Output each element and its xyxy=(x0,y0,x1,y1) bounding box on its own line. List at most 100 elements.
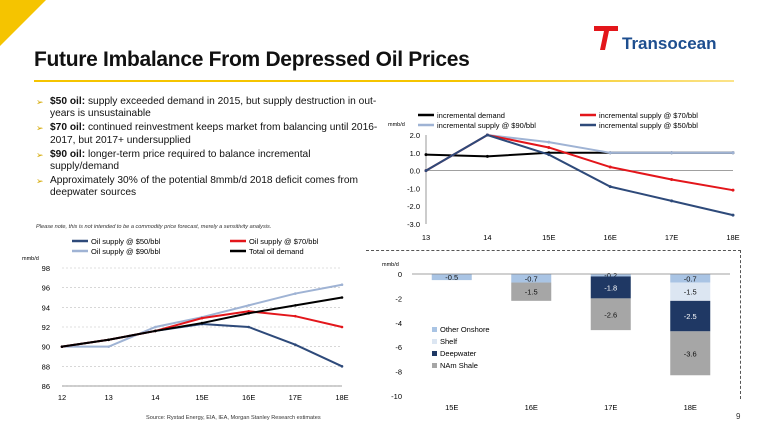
data-point xyxy=(608,185,612,189)
logo: Transocean xyxy=(592,22,742,56)
data-point xyxy=(340,283,344,287)
bullet-bold: $50 oil: xyxy=(50,96,86,107)
y-tick-label: 0 xyxy=(398,270,402,279)
legend-label: Oil supply @ $50/bbl xyxy=(91,237,161,246)
data-point xyxy=(107,338,110,342)
legend-swatch xyxy=(432,363,437,368)
data-point xyxy=(424,153,428,157)
data-point xyxy=(731,188,735,192)
x-tick-label: 14 xyxy=(483,233,491,242)
bullet-bold: $90 oil: xyxy=(50,148,86,160)
x-tick-label: 17E xyxy=(665,233,678,242)
legend-label: Oil supply @ $70/bbl xyxy=(249,237,319,246)
data-point xyxy=(608,165,612,169)
data-point xyxy=(424,169,428,173)
y-tick-label: 94 xyxy=(42,303,50,312)
page-number: 9 xyxy=(736,412,741,421)
data-label: -1.8 xyxy=(604,283,617,292)
x-tick-label: 13 xyxy=(104,393,112,402)
bar-segment xyxy=(590,276,631,299)
deficit-bar-chart: mmb/d 0 -2 -4 -6 -8 -10 15E -0.5 16E -0.7 -1.5 17E -0… xyxy=(382,262,730,412)
legend-label: Total oil demand xyxy=(249,247,304,256)
x-tick-label: 17E xyxy=(289,393,302,402)
data-point xyxy=(547,140,551,144)
arrow-bullet-icon: ➢ xyxy=(36,149,44,160)
y-tick-label: -6 xyxy=(395,343,402,352)
data-point xyxy=(154,329,157,333)
data-point xyxy=(547,145,551,149)
bar-segment xyxy=(590,298,631,331)
data-label: -1.5 xyxy=(525,288,538,297)
bar-segment xyxy=(670,331,711,376)
y-tick-label: -2.0 xyxy=(407,202,420,211)
data-label: -0.7 xyxy=(525,274,538,283)
data-point xyxy=(107,345,110,348)
corner-accent xyxy=(0,0,46,46)
data-point xyxy=(485,154,489,158)
data-point xyxy=(154,325,157,329)
series-line xyxy=(425,133,734,217)
bullet-item: ➢ Approximately 30% of the potential 8mmb… xyxy=(36,175,381,199)
bar-segment xyxy=(511,282,552,301)
data-point xyxy=(247,311,250,315)
data-label: -1.5 xyxy=(684,288,697,297)
data-point xyxy=(247,325,250,329)
legend-swatch xyxy=(432,351,437,356)
arrow-bullet-icon: ➢ xyxy=(36,123,44,134)
bar-segment xyxy=(431,274,472,281)
data-point xyxy=(294,343,297,346)
data-point xyxy=(670,178,674,181)
source-note: Source: Rystad Energy, EIA, IEA, Morgan … xyxy=(146,415,321,421)
bullet-list: ➢ $50 oil: supply exceeded demand in 2015… xyxy=(36,96,381,202)
data-point xyxy=(200,321,204,325)
data-point xyxy=(200,316,204,320)
legend-label: incremental demand xyxy=(437,111,505,120)
x-tick-label: 17E xyxy=(604,403,617,412)
data-point xyxy=(608,151,612,155)
data-label: -0.5 xyxy=(445,273,458,282)
arrow-bullet-icon: ➢ xyxy=(36,97,44,107)
supply-demand-chart: mmb/d 86 88 90 92 94 96 98 12 13 14 15E 16E 17E 18E Oil… xyxy=(22,237,349,402)
data-point xyxy=(670,151,674,155)
bullet-item: ➢ $70 oil: continued reinvestment keeps m… xyxy=(36,122,381,146)
y-tick-label: 2.0 xyxy=(410,131,420,140)
y-tick-label: 98 xyxy=(42,264,50,273)
legend-label: incremental supply @ $70/bbl xyxy=(599,111,698,120)
y-tick-label: -3.0 xyxy=(407,220,420,229)
page-title: Future Imbalance From Depressed Oil Pric… xyxy=(34,48,470,71)
y-tick-label: -1.0 xyxy=(407,184,420,193)
legend-label: Other Onshore xyxy=(440,325,490,334)
arrow-bullet-icon: ➢ xyxy=(36,176,44,187)
data-label: -2.5 xyxy=(684,312,697,321)
data-point xyxy=(294,292,297,295)
y-tick-label: -4 xyxy=(395,319,402,328)
y-axis-label: mmb/d xyxy=(382,262,399,268)
y-tick-label: 90 xyxy=(42,343,50,352)
y-tick-label: -10 xyxy=(391,392,402,401)
y-tick-label: 92 xyxy=(42,323,50,332)
x-tick-label: 15E xyxy=(445,403,458,412)
x-tick-label: 16E xyxy=(525,403,538,412)
data-label: -2.6 xyxy=(604,310,617,319)
bar-segment xyxy=(590,274,631,277)
legend-label: Shelf xyxy=(440,337,458,346)
data-point xyxy=(731,151,735,155)
y-axis-label: mmb/d xyxy=(22,256,39,262)
incremental-chart: mmb/d -3.0 -2.0 -1.0 0.0 1.0 2.0 13 14 15E 16E 17E 1… xyxy=(388,111,740,242)
data-point xyxy=(670,199,674,203)
y-tick-label: -8 xyxy=(395,368,402,377)
bullet-text: longer-term price required to balance in… xyxy=(50,148,311,173)
data-point xyxy=(247,309,250,313)
legend-label: incremental supply @ $90/bbl xyxy=(437,121,536,130)
x-tick-label: 13 xyxy=(422,233,430,242)
bullet-text: continued reinvestment keeps market from… xyxy=(50,122,378,146)
data-label: -0.7 xyxy=(684,274,697,283)
bar-segment xyxy=(670,274,711,283)
legend-label: NAm Shale xyxy=(440,361,478,370)
x-tick-label: 12 xyxy=(58,393,66,402)
transocean-logo-icon xyxy=(594,26,618,50)
bar-segment xyxy=(511,274,552,283)
logo-text: Transocean xyxy=(622,34,717,53)
title-divider xyxy=(34,80,734,82)
y-tick-label: 1.0 xyxy=(410,149,420,158)
